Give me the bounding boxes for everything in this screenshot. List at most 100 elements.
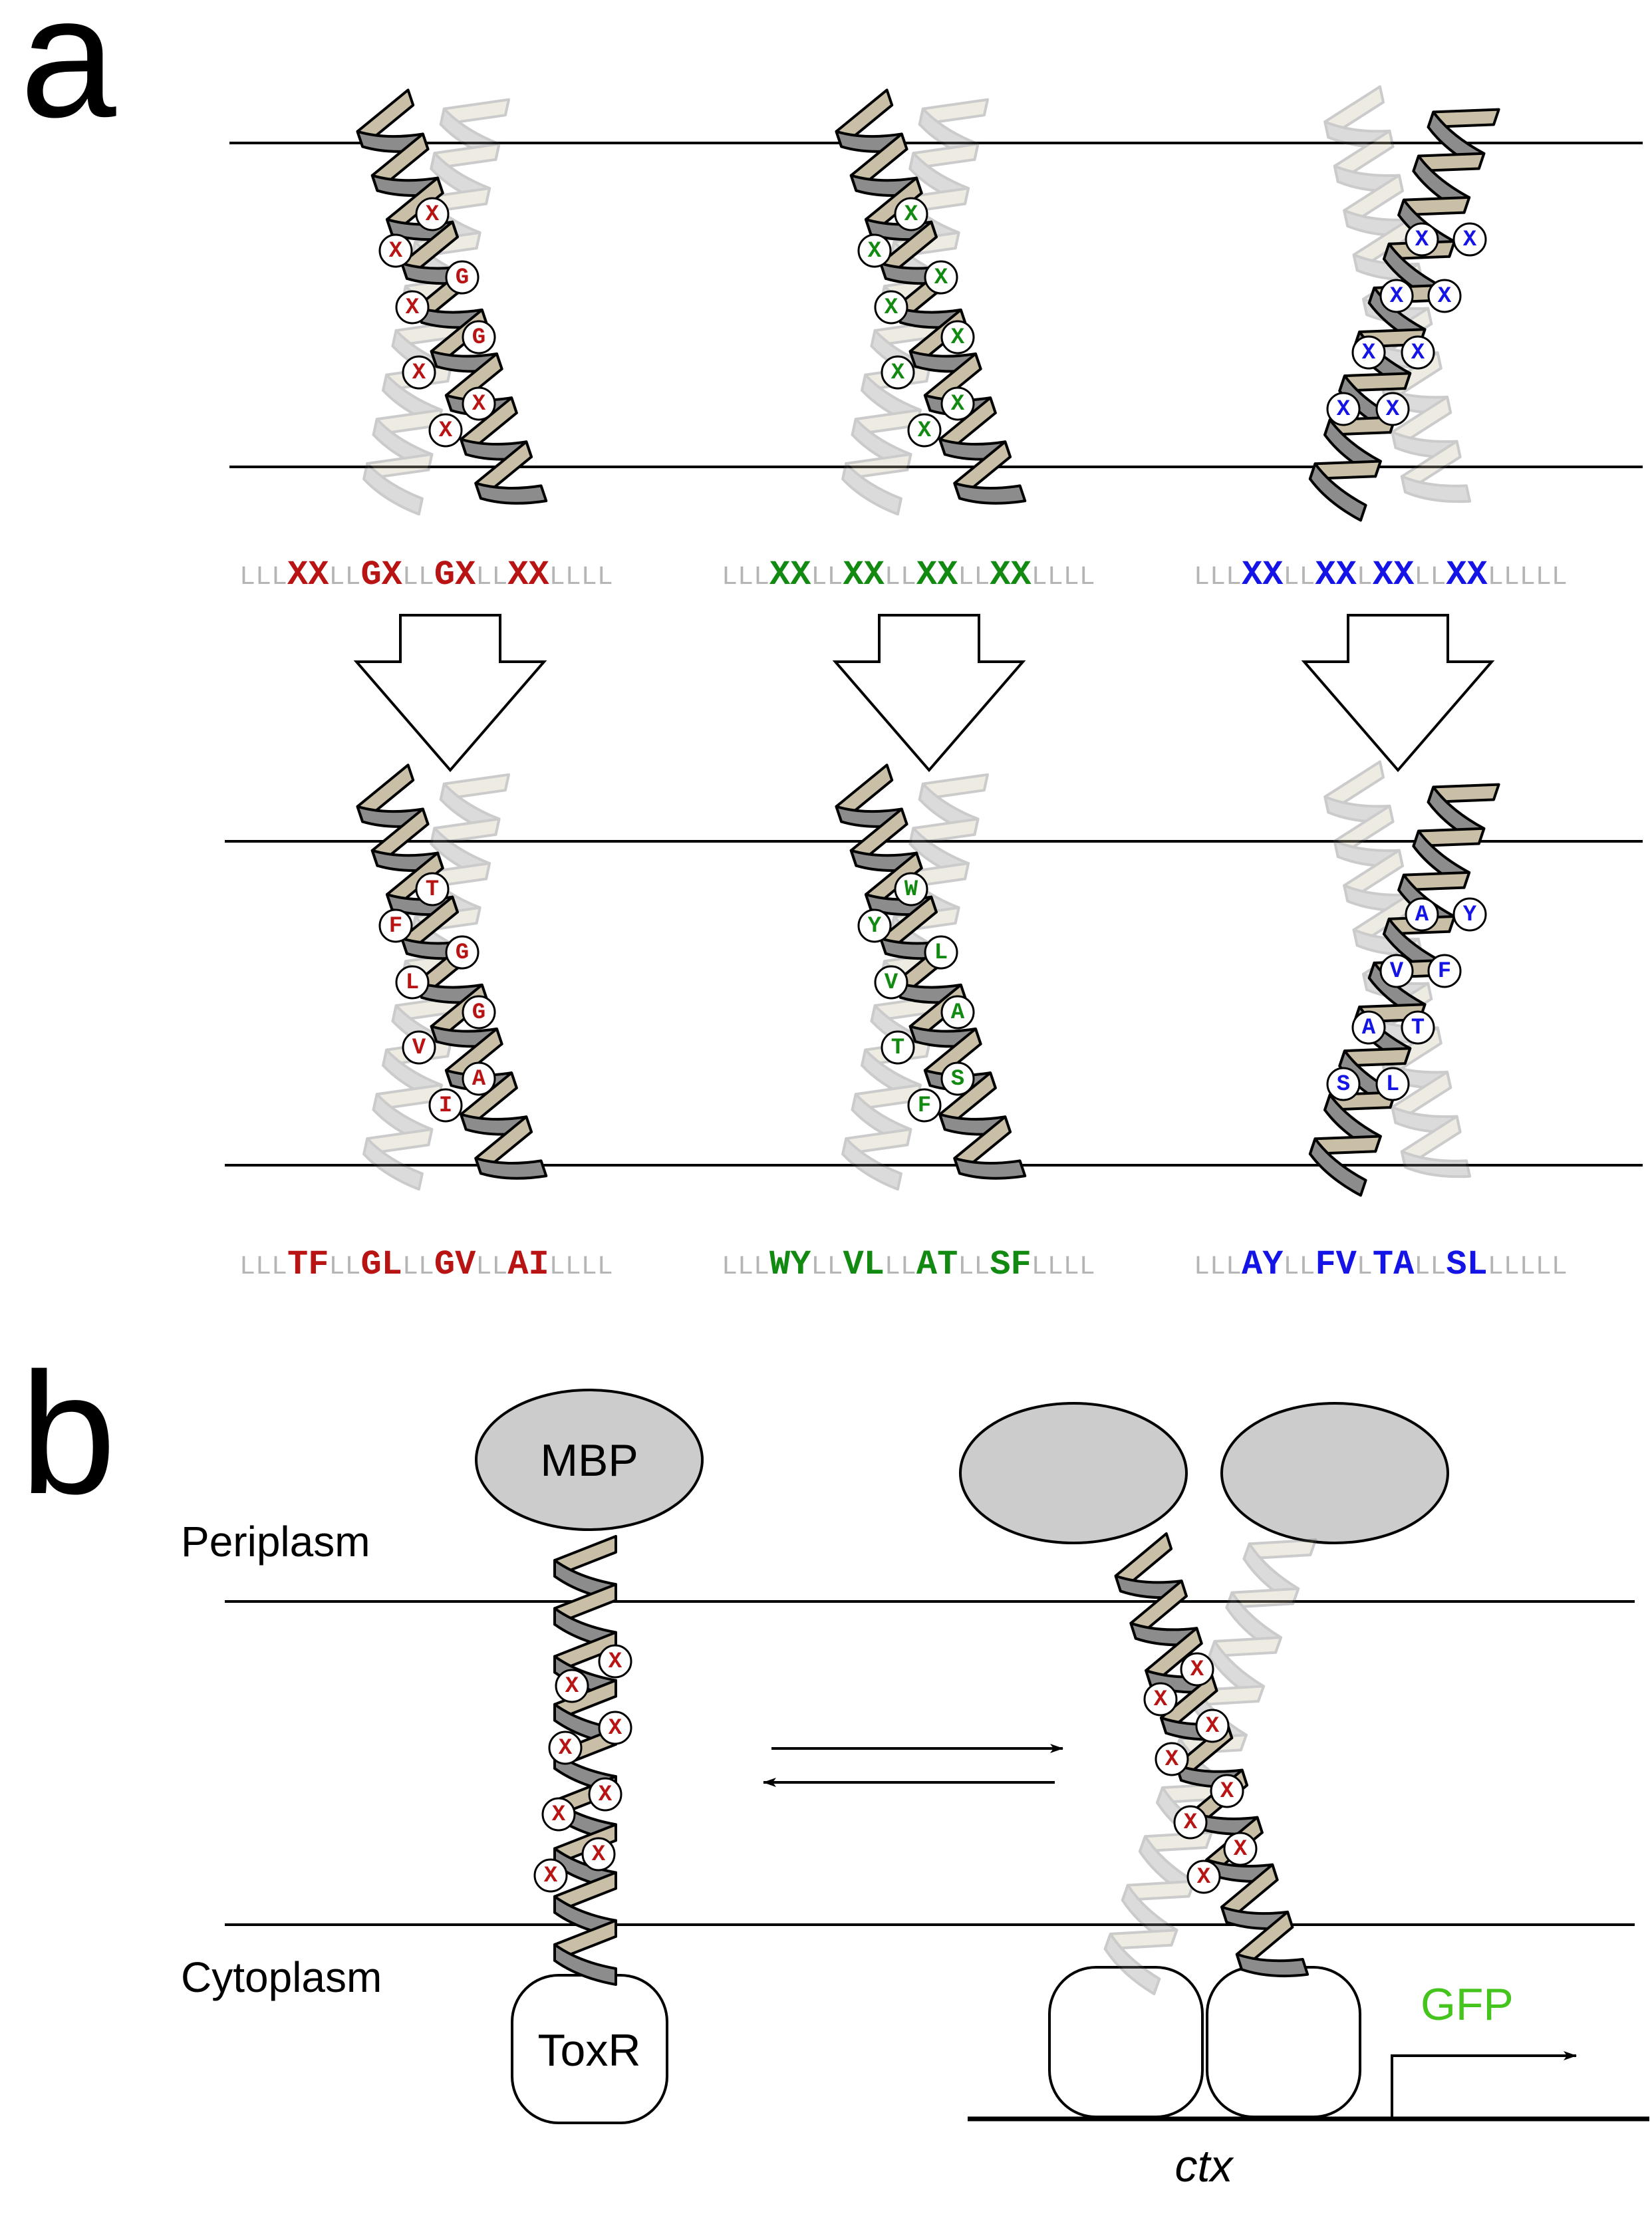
residue-marker: X <box>1143 1682 1178 1717</box>
residue-letter: L <box>1386 1072 1399 1097</box>
residue-marker: A <box>1351 1010 1386 1045</box>
residue-letter: X <box>609 1716 622 1741</box>
residue-marker: F <box>378 908 413 943</box>
residue-circle <box>1326 392 1361 426</box>
residue-circle <box>1351 1010 1386 1045</box>
residue-marker: G <box>462 995 496 1030</box>
helix-front-strand <box>918 782 980 836</box>
helix-back-strand <box>1333 804 1395 859</box>
residue-circle <box>1405 222 1439 257</box>
residue-letter: X <box>1165 1747 1179 1772</box>
residue-marker: X <box>857 233 892 268</box>
helix-front-strand <box>372 418 434 472</box>
helix-back-strand <box>1391 1070 1452 1125</box>
helix-back-strand <box>1323 760 1385 814</box>
helix-front-strand <box>372 1093 434 1147</box>
residue-letter: A <box>1362 1016 1376 1041</box>
sequence-green-top: LLLXXLLXXLLXXLLXXLLLL <box>722 555 1095 595</box>
toxr-label: ToxR <box>538 2025 641 2076</box>
helix-front-strand <box>439 782 501 836</box>
mbp-dimer-right <box>1220 1402 1449 1544</box>
sequence-green-bottom: LLLWYLLVLLLATLLSFLLLL <box>722 1245 1095 1284</box>
residue-marker: F <box>907 1088 942 1123</box>
residue-circle <box>378 233 413 268</box>
residue-letter: X <box>544 1864 558 1889</box>
residue-circle <box>1326 1067 1361 1101</box>
residue-marker: T <box>881 1030 915 1065</box>
residue-letter: X <box>559 1736 573 1761</box>
residue-letter: X <box>426 202 440 227</box>
helix-back-strand <box>1242 1538 1317 1560</box>
helix-pair-red-bottom: TF G L G V AI <box>356 763 548 1191</box>
residue-letter: W <box>904 877 918 902</box>
residue-marker: L <box>395 965 430 1000</box>
residue-letter: X <box>1386 397 1400 422</box>
residue-marker: X <box>1173 1805 1208 1840</box>
sequence-blue-top: LLLXXLLXXLXXLLXXLLLLL <box>1194 555 1568 595</box>
residue-marker: X <box>1326 392 1361 426</box>
helix-back-strand <box>1103 1929 1178 1951</box>
helix-back-strand <box>1121 1879 1196 1902</box>
residue-marker: X <box>1155 1742 1189 1776</box>
residue-letter: T <box>1411 1016 1425 1041</box>
helix-back-strand <box>1343 849 1404 902</box>
residue-letter: X <box>1184 1810 1198 1836</box>
residue-letter: X <box>904 202 918 227</box>
residue-letter: X <box>1206 1714 1220 1739</box>
residue-circle <box>1351 335 1386 370</box>
helix-front-strand <box>841 462 902 516</box>
residue-marker: X <box>1401 335 1435 370</box>
residue-marker: X <box>533 1858 568 1893</box>
residue-marker: A <box>1405 897 1439 932</box>
residue-marker: X <box>1180 1652 1214 1687</box>
residue-letter: G <box>456 940 469 966</box>
helix-front-strand <box>908 827 970 881</box>
helix-front-strand <box>1323 120 1395 148</box>
residue-circle <box>874 965 908 1000</box>
residue-letter: G <box>472 325 485 350</box>
residue-circle <box>940 320 975 354</box>
residue-circle <box>445 935 480 970</box>
residue-circle <box>462 320 496 354</box>
helix-front-strand <box>1308 1137 1367 1197</box>
helix-back-strand <box>908 142 980 170</box>
residue-letter: X <box>439 418 453 444</box>
residue-circle <box>598 1711 632 1745</box>
helix-back-strand <box>1400 1115 1462 1169</box>
residue-circle <box>581 1837 616 1871</box>
residue-marker: F <box>1427 954 1462 988</box>
residue-marker: Y <box>857 908 892 943</box>
residue-marker: T <box>415 872 450 906</box>
helix-back-strand <box>1343 174 1404 227</box>
residue-letter: X <box>918 418 932 444</box>
helix-back-strand <box>362 1128 434 1156</box>
residue-letter: X <box>389 239 403 264</box>
residue-marker: X <box>395 290 430 325</box>
helix-front-strand <box>474 1157 548 1180</box>
helix-back-strand <box>1333 129 1395 184</box>
ctx-label: ctx <box>1175 2141 1234 2191</box>
residue-marker: X <box>874 290 908 325</box>
residue-circle <box>881 355 915 390</box>
helix-front-strand <box>1103 1932 1161 1996</box>
helix-front-strand <box>1225 1591 1283 1654</box>
helix-back-strand <box>918 773 989 801</box>
residue-circle <box>533 1858 568 1893</box>
helix-front-strand <box>851 418 912 472</box>
residue-circle <box>588 1777 622 1812</box>
residue-letter: A <box>1415 902 1429 928</box>
residue-circle <box>857 233 892 268</box>
residue-letter: X <box>1362 341 1376 366</box>
helix-front-strand <box>1121 1883 1178 1947</box>
helix-front-strand <box>953 1157 1027 1180</box>
helix-front-strand <box>362 462 424 516</box>
residue-letter: V <box>412 1036 426 1061</box>
helix-back-strand <box>1391 395 1452 450</box>
residue-circle <box>378 908 413 943</box>
down-arrow-red <box>353 614 547 773</box>
residue-circle <box>1195 1709 1230 1743</box>
residue-circle <box>462 1061 496 1096</box>
